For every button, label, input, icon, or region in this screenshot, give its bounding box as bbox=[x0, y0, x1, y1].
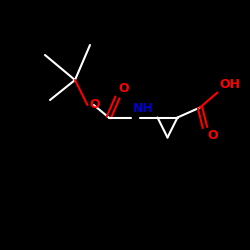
Text: O: O bbox=[119, 82, 130, 96]
Text: NH: NH bbox=[132, 102, 153, 116]
Text: OH: OH bbox=[219, 78, 240, 91]
Text: O: O bbox=[207, 129, 218, 142]
Text: O: O bbox=[90, 98, 100, 112]
